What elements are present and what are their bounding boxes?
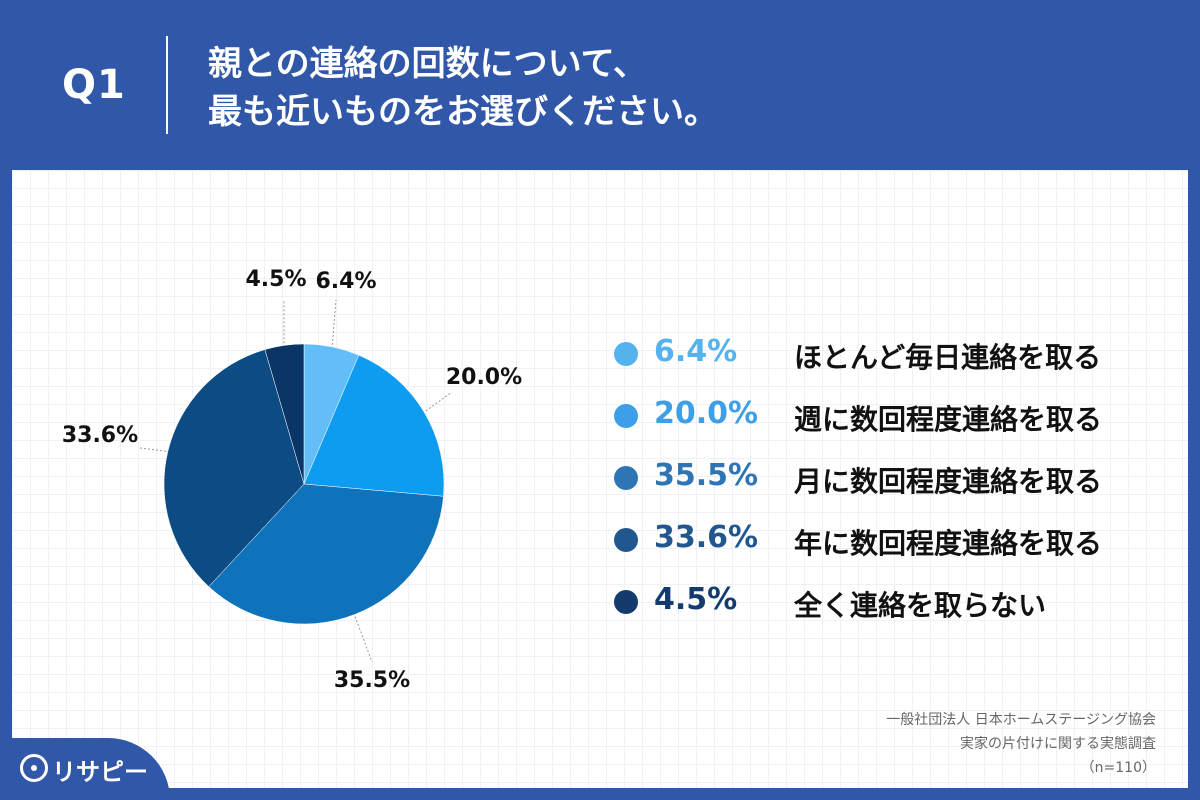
legend-dot [614, 466, 638, 490]
legend-item: 33.6% 年に数回程度連絡を取る [614, 518, 1154, 562]
legend-label: 年に数回程度連絡を取る [794, 527, 1103, 560]
pie-slice [303, 354, 445, 497]
legend-item: 6.4% ほとんど毎日連絡を取る [614, 332, 1154, 376]
legend-dot [614, 590, 638, 614]
legend-item: 35.5% 月に数回程度連絡を取る [614, 456, 1154, 500]
leader-line [139, 447, 166, 452]
pie-slice [264, 343, 305, 485]
legend-label: 月に数回程度連絡を取る [794, 465, 1103, 498]
legend-dot [614, 342, 638, 366]
slice-label: 4.5% [245, 267, 306, 292]
legend-label: 全く連絡を取らない [794, 589, 1047, 622]
header-divider [166, 36, 168, 134]
source-survey: 実家の片付けに関する実態調査 [960, 736, 1156, 752]
legend-percent: 35.5% [654, 458, 759, 493]
leader-line [354, 616, 373, 663]
brand-name: リサピー [52, 758, 148, 786]
legend-dot [614, 404, 638, 428]
legend-dot [614, 528, 638, 552]
slice-label: 6.4% [315, 269, 376, 294]
leader-line [425, 391, 453, 412]
question-title-line1: 親との連絡の回数について、 [208, 44, 647, 84]
question-number: Q1 [62, 62, 126, 108]
header: Q1 親との連絡の回数について、 最も近いものをお選びください。 [0, 0, 1200, 170]
legend-percent: 4.5% [654, 582, 738, 617]
legend-item: 20.0% 週に数回程度連絡を取る [614, 394, 1154, 438]
slice-label: 33.6% [62, 423, 138, 448]
legend-percent: 20.0% [654, 396, 759, 431]
legend-label: ほとんど毎日連絡を取る [794, 341, 1102, 374]
legend-percent: 33.6% [654, 520, 759, 555]
legend-percent: 6.4% [654, 334, 738, 369]
source-sample-size: （n=110） [1080, 760, 1156, 776]
leader-line [331, 299, 337, 345]
legend-item: 4.5% 全く連絡を取らない [614, 580, 1154, 624]
slice-label: 35.5% [334, 668, 410, 693]
question-title: 親との連絡の回数について、 最も近いものをお選びください。 [208, 40, 718, 136]
source-org: 一般社団法人 日本ホームステージング協会 [886, 712, 1156, 728]
slice-label: 20.0% [446, 365, 522, 390]
brand-logo: リサピー [0, 738, 170, 800]
question-title-line2: 最も近いものをお選びください。 [208, 92, 718, 132]
pin-icon [20, 754, 48, 782]
pie-slice [163, 349, 305, 588]
legend-label: 週に数回程度連絡を取る [794, 403, 1103, 436]
pie-slice [208, 483, 444, 625]
source-note: 一般社団法人 日本ホームステージング協会 実家の片付けに関する実態調査 （n=1… [886, 708, 1156, 780]
